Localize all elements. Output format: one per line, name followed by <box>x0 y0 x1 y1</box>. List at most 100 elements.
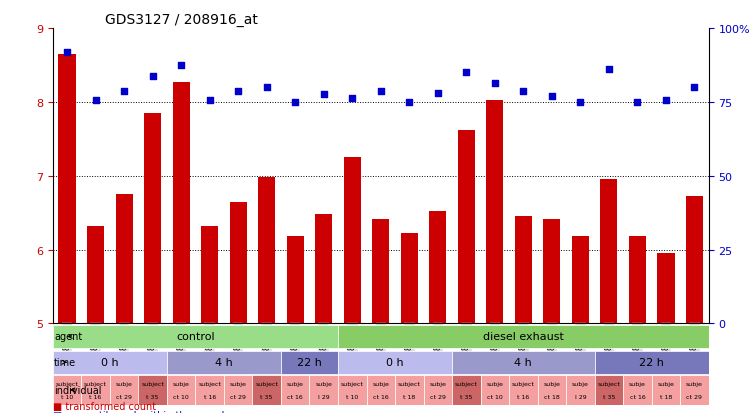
Text: l 29: l 29 <box>318 394 329 399</box>
Text: t 16: t 16 <box>204 394 216 399</box>
Text: subject: subject <box>141 381 164 386</box>
Text: GSM180616: GSM180616 <box>434 325 443 370</box>
Text: 0 h: 0 h <box>386 357 404 367</box>
Text: time: time <box>54 357 76 367</box>
Text: GSM180604: GSM180604 <box>490 325 499 370</box>
Text: subject: subject <box>56 381 78 386</box>
Bar <box>315 215 333 324</box>
Bar <box>429 212 446 324</box>
FancyBboxPatch shape <box>167 351 281 374</box>
Text: subject: subject <box>597 381 621 386</box>
FancyBboxPatch shape <box>138 375 167 405</box>
FancyBboxPatch shape <box>595 351 709 374</box>
FancyBboxPatch shape <box>624 375 651 405</box>
Text: t 16: t 16 <box>517 394 529 399</box>
FancyBboxPatch shape <box>110 375 138 405</box>
Point <box>61 49 73 56</box>
Text: GSM180615: GSM180615 <box>661 325 670 370</box>
Text: ct 29: ct 29 <box>230 394 246 399</box>
Text: subje: subje <box>544 381 560 386</box>
FancyBboxPatch shape <box>53 325 338 348</box>
Text: ct 10: ct 10 <box>173 394 189 399</box>
Text: ct 16: ct 16 <box>287 394 303 399</box>
FancyBboxPatch shape <box>452 351 595 374</box>
FancyBboxPatch shape <box>651 375 680 405</box>
Text: subje: subje <box>115 381 133 386</box>
Text: ct 10: ct 10 <box>487 394 503 399</box>
FancyBboxPatch shape <box>253 375 281 405</box>
Text: GSM180610: GSM180610 <box>91 325 100 370</box>
FancyBboxPatch shape <box>424 375 452 405</box>
Text: subject: subject <box>84 381 107 386</box>
Point <box>118 88 130 95</box>
Bar <box>572 237 589 324</box>
Point <box>146 74 158 80</box>
FancyBboxPatch shape <box>53 375 81 405</box>
Text: t 35: t 35 <box>146 394 159 399</box>
Text: ct 29: ct 29 <box>430 394 446 399</box>
Text: 4 h: 4 h <box>215 357 233 367</box>
Point <box>546 93 558 100</box>
Bar <box>115 195 133 324</box>
Text: GSM180623: GSM180623 <box>262 325 271 370</box>
FancyBboxPatch shape <box>680 375 709 405</box>
Text: GSM180619: GSM180619 <box>120 325 129 370</box>
Bar <box>458 131 475 324</box>
FancyBboxPatch shape <box>538 375 566 405</box>
Text: GSM180607: GSM180607 <box>376 325 385 370</box>
FancyBboxPatch shape <box>53 351 167 374</box>
Text: GSM180621: GSM180621 <box>319 325 328 370</box>
Text: ■ transformed count: ■ transformed count <box>53 401 156 411</box>
Text: GSM180603: GSM180603 <box>348 325 357 370</box>
Text: diesel exhaust: diesel exhaust <box>483 332 564 342</box>
Text: subje: subje <box>287 381 304 386</box>
Bar <box>515 217 532 324</box>
Text: GSM180605: GSM180605 <box>63 325 72 370</box>
Text: GSM180608: GSM180608 <box>519 325 528 370</box>
Text: t 16: t 16 <box>90 394 102 399</box>
FancyBboxPatch shape <box>281 375 309 405</box>
FancyBboxPatch shape <box>224 375 253 405</box>
Text: GSM180609: GSM180609 <box>633 325 642 370</box>
Text: GSM180606: GSM180606 <box>176 325 185 370</box>
Text: t 35: t 35 <box>460 394 473 399</box>
Point <box>489 81 501 88</box>
Text: subje: subje <box>486 381 503 386</box>
Text: control: control <box>176 332 215 342</box>
FancyBboxPatch shape <box>167 375 195 405</box>
Text: subject: subject <box>512 381 535 386</box>
Text: t 18: t 18 <box>403 394 415 399</box>
Text: subject: subject <box>398 381 421 386</box>
Bar <box>486 101 504 324</box>
FancyBboxPatch shape <box>81 375 110 405</box>
Text: subject: subject <box>455 381 478 386</box>
FancyBboxPatch shape <box>338 375 366 405</box>
Text: GSM180612: GSM180612 <box>291 325 299 370</box>
Text: GSM180618: GSM180618 <box>690 325 699 370</box>
FancyBboxPatch shape <box>338 325 709 348</box>
FancyBboxPatch shape <box>366 375 395 405</box>
Bar <box>544 219 560 324</box>
Text: subje: subje <box>686 381 703 386</box>
Text: GSM180625: GSM180625 <box>605 325 614 370</box>
Point <box>204 98 216 104</box>
Text: t 18: t 18 <box>660 394 672 399</box>
Text: 4 h: 4 h <box>514 357 532 367</box>
Point <box>90 98 102 104</box>
Point <box>575 99 587 106</box>
Point <box>232 88 244 95</box>
Text: subject: subject <box>256 381 278 386</box>
Text: l 29: l 29 <box>575 394 587 399</box>
Bar <box>144 114 161 324</box>
FancyBboxPatch shape <box>595 375 624 405</box>
Text: subje: subje <box>429 381 446 386</box>
Text: subject: subject <box>198 381 221 386</box>
Text: ct 16: ct 16 <box>373 394 388 399</box>
Text: subje: subje <box>372 381 389 386</box>
Text: subje: subje <box>173 381 189 386</box>
Text: 0 h: 0 h <box>101 357 118 367</box>
Bar <box>372 219 389 324</box>
Bar <box>600 180 618 324</box>
Text: agent: agent <box>54 332 82 342</box>
Point <box>317 92 329 99</box>
